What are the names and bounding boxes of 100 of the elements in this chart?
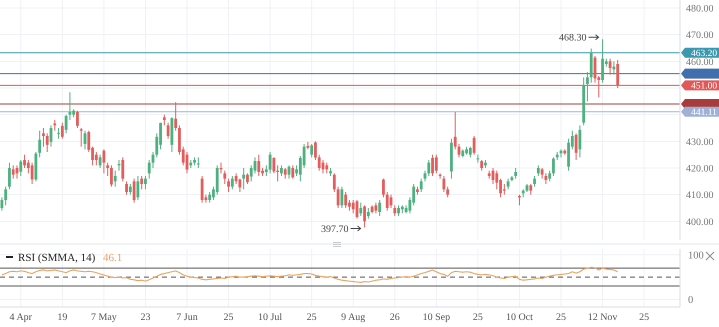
candlestick bbox=[472, 136, 476, 156]
x-tick-label: 10 Oct bbox=[506, 312, 534, 323]
x-tick-label: 9 Aug bbox=[341, 312, 366, 323]
candlestick bbox=[378, 200, 382, 216]
candlestick bbox=[98, 154, 102, 168]
candlestick bbox=[200, 176, 204, 204]
y-tick-label: 420.00 bbox=[686, 164, 714, 174]
y-tick-label: 480.00 bbox=[686, 4, 714, 14]
x-tick-label: 25 bbox=[639, 312, 650, 323]
x-tick-label: 25 bbox=[306, 312, 317, 323]
x-tick-label: 19 bbox=[57, 312, 68, 323]
candlestick bbox=[186, 152, 188, 174]
candlestick bbox=[280, 164, 283, 176]
candlestick bbox=[594, 56, 596, 84]
x-tick-label: 10 Jul bbox=[258, 312, 282, 323]
candlestick bbox=[359, 202, 362, 216]
candlestick bbox=[424, 170, 426, 182]
candlestick bbox=[110, 164, 113, 188]
y-tick-label: 400.00 bbox=[686, 216, 714, 228]
candlestick bbox=[53, 120, 56, 132]
x-tick-label: 10 Sep bbox=[422, 312, 450, 323]
candlestick bbox=[128, 184, 132, 196]
candlestick bbox=[612, 60, 616, 76]
candlestick bbox=[458, 144, 460, 158]
candlestick bbox=[397, 204, 400, 216]
candlestick bbox=[574, 132, 578, 160]
candlestick bbox=[506, 178, 510, 190]
candlestick bbox=[144, 176, 147, 190]
x-tick-label: 26 bbox=[390, 312, 400, 323]
candlestick bbox=[254, 156, 256, 174]
candlestick bbox=[374, 202, 378, 214]
candlestick bbox=[136, 176, 140, 200]
candlestick bbox=[196, 156, 200, 168]
candlestick bbox=[132, 178, 136, 204]
line-series bbox=[1, 266, 618, 284]
candlestick bbox=[76, 110, 79, 128]
candlestick bbox=[540, 168, 544, 180]
candlestick bbox=[340, 186, 344, 208]
candlestick bbox=[140, 176, 144, 190]
candlestick bbox=[50, 124, 52, 148]
candlestick bbox=[102, 148, 106, 174]
y-tick-label: 0 bbox=[688, 295, 694, 306]
candlestick bbox=[208, 192, 212, 204]
series-label: RSI (SMMA, 14) bbox=[18, 252, 96, 264]
candlestick bbox=[84, 130, 86, 150]
candlestick bbox=[601, 38, 604, 84]
candlestick bbox=[68, 92, 72, 120]
annotation: 468.30 bbox=[559, 32, 587, 44]
candlestick bbox=[125, 180, 128, 196]
candlestick bbox=[257, 154, 260, 176]
candlestick bbox=[578, 124, 582, 158]
candlestick bbox=[492, 168, 494, 184]
candlestick bbox=[64, 114, 68, 134]
candlestick bbox=[291, 164, 294, 180]
candlestick bbox=[268, 152, 272, 174]
ref-line-label: 463.20 bbox=[690, 49, 718, 60]
y-tick-label: 430.00 bbox=[686, 136, 714, 148]
candlestick bbox=[238, 178, 242, 192]
candlestick bbox=[57, 128, 60, 140]
candlestick bbox=[536, 164, 540, 176]
x-tick-label: 25 bbox=[472, 312, 483, 323]
candlestick bbox=[246, 172, 249, 184]
candlestick bbox=[94, 152, 98, 166]
candlestick bbox=[148, 160, 151, 180]
candlestick bbox=[8, 162, 11, 190]
y-tick-label: 460.00 bbox=[686, 56, 714, 68]
candlestick bbox=[393, 204, 396, 216]
x-tick-label: 7 May bbox=[90, 312, 117, 323]
ref-line-label: 451.00 bbox=[690, 82, 718, 92]
annotation: 46.1 bbox=[103, 252, 122, 264]
candlestick bbox=[427, 160, 430, 176]
x-tick-label: 25 bbox=[556, 312, 566, 323]
candlestick bbox=[152, 152, 154, 168]
candlestick bbox=[166, 122, 170, 140]
candlestick bbox=[118, 160, 120, 172]
y-tick-label: 410.00 bbox=[686, 190, 714, 202]
ref-line-label: 441.11 bbox=[691, 108, 718, 118]
x-tick-label: 25 bbox=[224, 312, 234, 323]
candlestick bbox=[114, 170, 117, 188]
candlestick bbox=[174, 102, 178, 132]
y-tick-label: 100 bbox=[688, 250, 704, 262]
candlestick bbox=[322, 160, 324, 174]
candlestick bbox=[288, 164, 290, 180]
candlestick bbox=[567, 138, 570, 172]
x-tick-label: 12 Nov bbox=[588, 312, 618, 323]
x-tick-label: 4 Apr bbox=[10, 312, 33, 323]
candlestick bbox=[220, 162, 222, 174]
candlestick bbox=[431, 154, 434, 176]
candlestick bbox=[352, 200, 355, 214]
candlestick bbox=[608, 58, 612, 76]
candlestick bbox=[544, 172, 548, 184]
annotation: 397.70 bbox=[321, 224, 349, 235]
candlestick bbox=[23, 154, 26, 168]
candlestick bbox=[518, 194, 521, 206]
y-tick-label: 470.00 bbox=[686, 30, 714, 42]
x-tick-label: 23 bbox=[140, 312, 150, 323]
candlestick bbox=[16, 164, 18, 180]
candlestick bbox=[60, 122, 64, 140]
candlestick bbox=[234, 172, 238, 184]
candlestick bbox=[363, 204, 366, 228]
